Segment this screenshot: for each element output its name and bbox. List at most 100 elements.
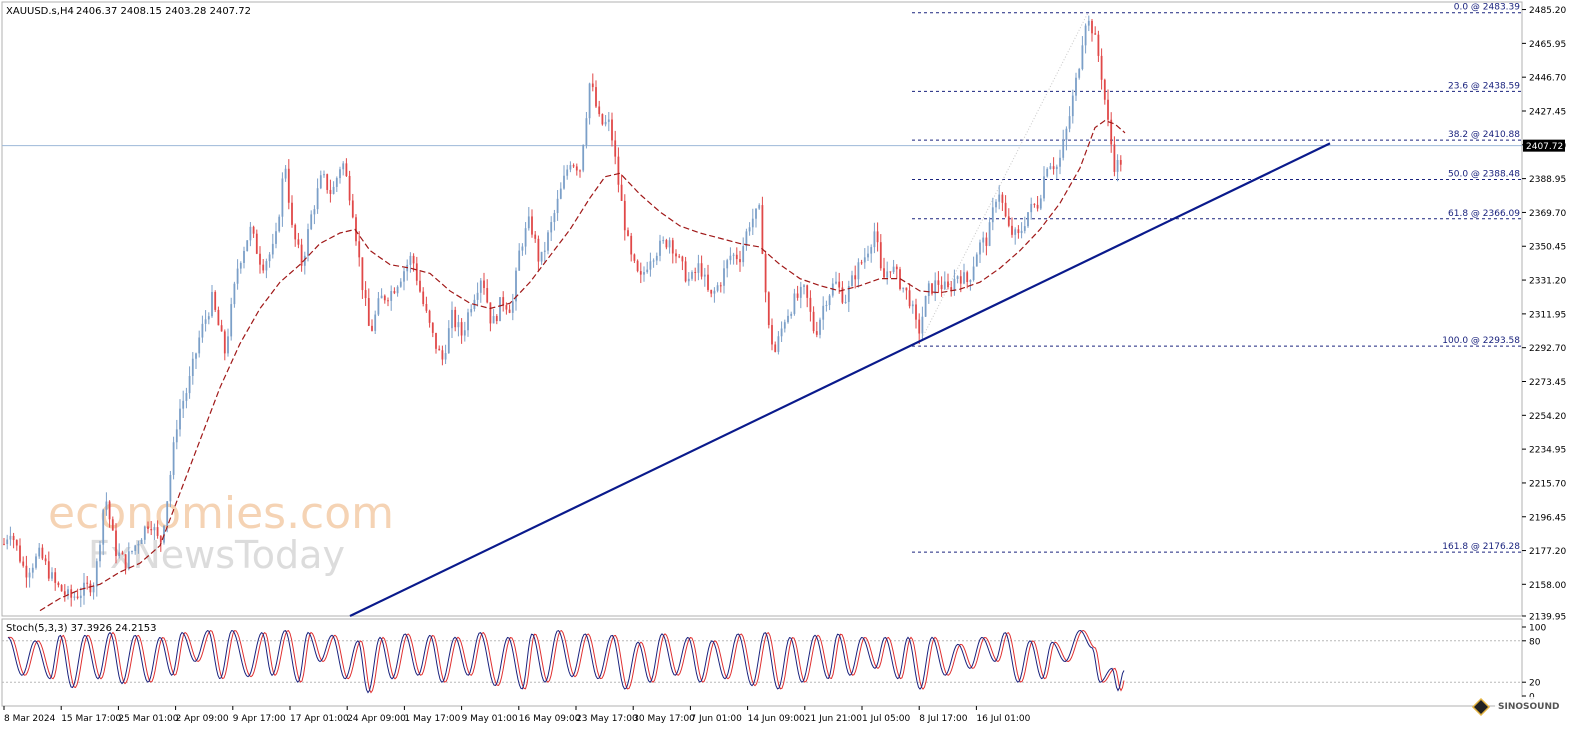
candle-body	[227, 336, 229, 354]
candle-body	[307, 229, 309, 256]
candle-body	[425, 304, 428, 311]
candle-body	[940, 284, 943, 290]
candle-body	[975, 254, 978, 267]
candle-body	[841, 287, 844, 303]
candle-body	[297, 239, 300, 245]
candle-body	[150, 528, 153, 531]
candle-body	[803, 285, 805, 287]
candle-body	[998, 194, 1001, 202]
candle-body	[393, 291, 396, 294]
candle-body	[25, 565, 28, 578]
candle-body	[271, 243, 274, 255]
candle-body	[489, 302, 492, 324]
stoch-panel-frame	[1, 618, 1523, 707]
candle-body	[1001, 194, 1004, 203]
candle-body	[246, 240, 249, 251]
candle-body	[556, 198, 559, 214]
candle-body	[511, 301, 514, 313]
candle-body	[665, 240, 668, 248]
candle-body	[303, 255, 306, 266]
candle-body	[67, 589, 69, 595]
candle-body	[163, 525, 165, 543]
candle-body	[1049, 166, 1052, 169]
candle-body	[572, 165, 575, 167]
candle-body	[441, 350, 444, 360]
candle-body	[780, 328, 783, 337]
candle-body	[662, 240, 665, 242]
candle-body	[115, 530, 117, 557]
candle-body	[499, 297, 501, 322]
candle-body	[847, 285, 850, 302]
candle-body	[716, 285, 719, 291]
candle-body	[1075, 77, 1077, 96]
stoch-signal-line	[8, 629, 1125, 694]
candle-body	[367, 298, 370, 326]
candle-body	[476, 292, 479, 300]
candle-body	[979, 242, 981, 255]
candle-body	[851, 275, 853, 286]
candle-body	[995, 201, 997, 208]
candle-body	[479, 280, 482, 293]
candle-body	[889, 271, 892, 273]
candle-body	[687, 278, 690, 282]
candle-body	[403, 271, 405, 282]
candle-body	[28, 572, 31, 578]
candle-body	[579, 170, 581, 172]
candle-body	[451, 309, 453, 329]
candle-body	[15, 540, 18, 546]
candle-body	[371, 325, 373, 331]
candle-body	[310, 214, 313, 230]
candle-body	[230, 304, 233, 337]
candle-body	[598, 106, 601, 115]
candle-body	[953, 278, 956, 291]
candle-body	[966, 272, 969, 283]
candle-body	[956, 276, 959, 279]
candle-body	[943, 281, 946, 290]
candle-body	[1055, 166, 1058, 170]
candle-body	[1033, 203, 1036, 205]
candle-body	[521, 246, 524, 251]
candle-body	[1097, 34, 1100, 56]
stoch-y-tick-label: 80	[1529, 637, 1541, 647]
candle-body	[415, 263, 418, 281]
candle-body	[1100, 55, 1103, 80]
candle-body	[383, 295, 386, 301]
candle-body	[438, 348, 441, 351]
candle-body	[6, 539, 9, 545]
candle-body	[358, 241, 361, 258]
ohlc-label: 2406.37 2408.15 2403.28 2407.72	[76, 6, 251, 17]
candle-body	[796, 293, 799, 298]
candle-body	[492, 316, 495, 324]
candle-body	[774, 344, 777, 352]
candle-body	[495, 316, 498, 322]
candle-body	[236, 268, 239, 284]
candle-body	[534, 234, 537, 239]
candle-body	[1065, 128, 1068, 140]
candle-body	[694, 272, 697, 274]
x-tick-label: 17 Apr 01:00	[290, 714, 349, 724]
candle-body	[323, 174, 325, 176]
last-price-tag	[1523, 139, 1565, 152]
candle-body	[233, 283, 236, 305]
candle-body	[313, 209, 316, 215]
candle-body	[767, 292, 770, 326]
candle-body	[729, 255, 732, 261]
y-tick-label: 2350.45	[1529, 243, 1566, 253]
candle-body	[1014, 229, 1017, 235]
candle-body	[159, 535, 162, 543]
y-tick-label: 2446.70	[1529, 74, 1566, 84]
candle-body	[713, 290, 716, 294]
candle-body	[937, 280, 940, 285]
x-tick-label: 1 May 17:00	[404, 714, 460, 724]
candle-body	[316, 188, 319, 210]
candle-body	[559, 188, 562, 199]
candle-body	[604, 121, 607, 125]
candle-body	[553, 213, 556, 223]
candle-body	[620, 184, 623, 201]
candle-body	[63, 591, 66, 595]
candle-body	[179, 408, 181, 430]
candle-body	[927, 283, 930, 296]
candle-body	[787, 315, 789, 323]
candle-body	[1119, 159, 1122, 165]
fib-level-label: 100.0 @ 2293.58	[1442, 336, 1520, 346]
